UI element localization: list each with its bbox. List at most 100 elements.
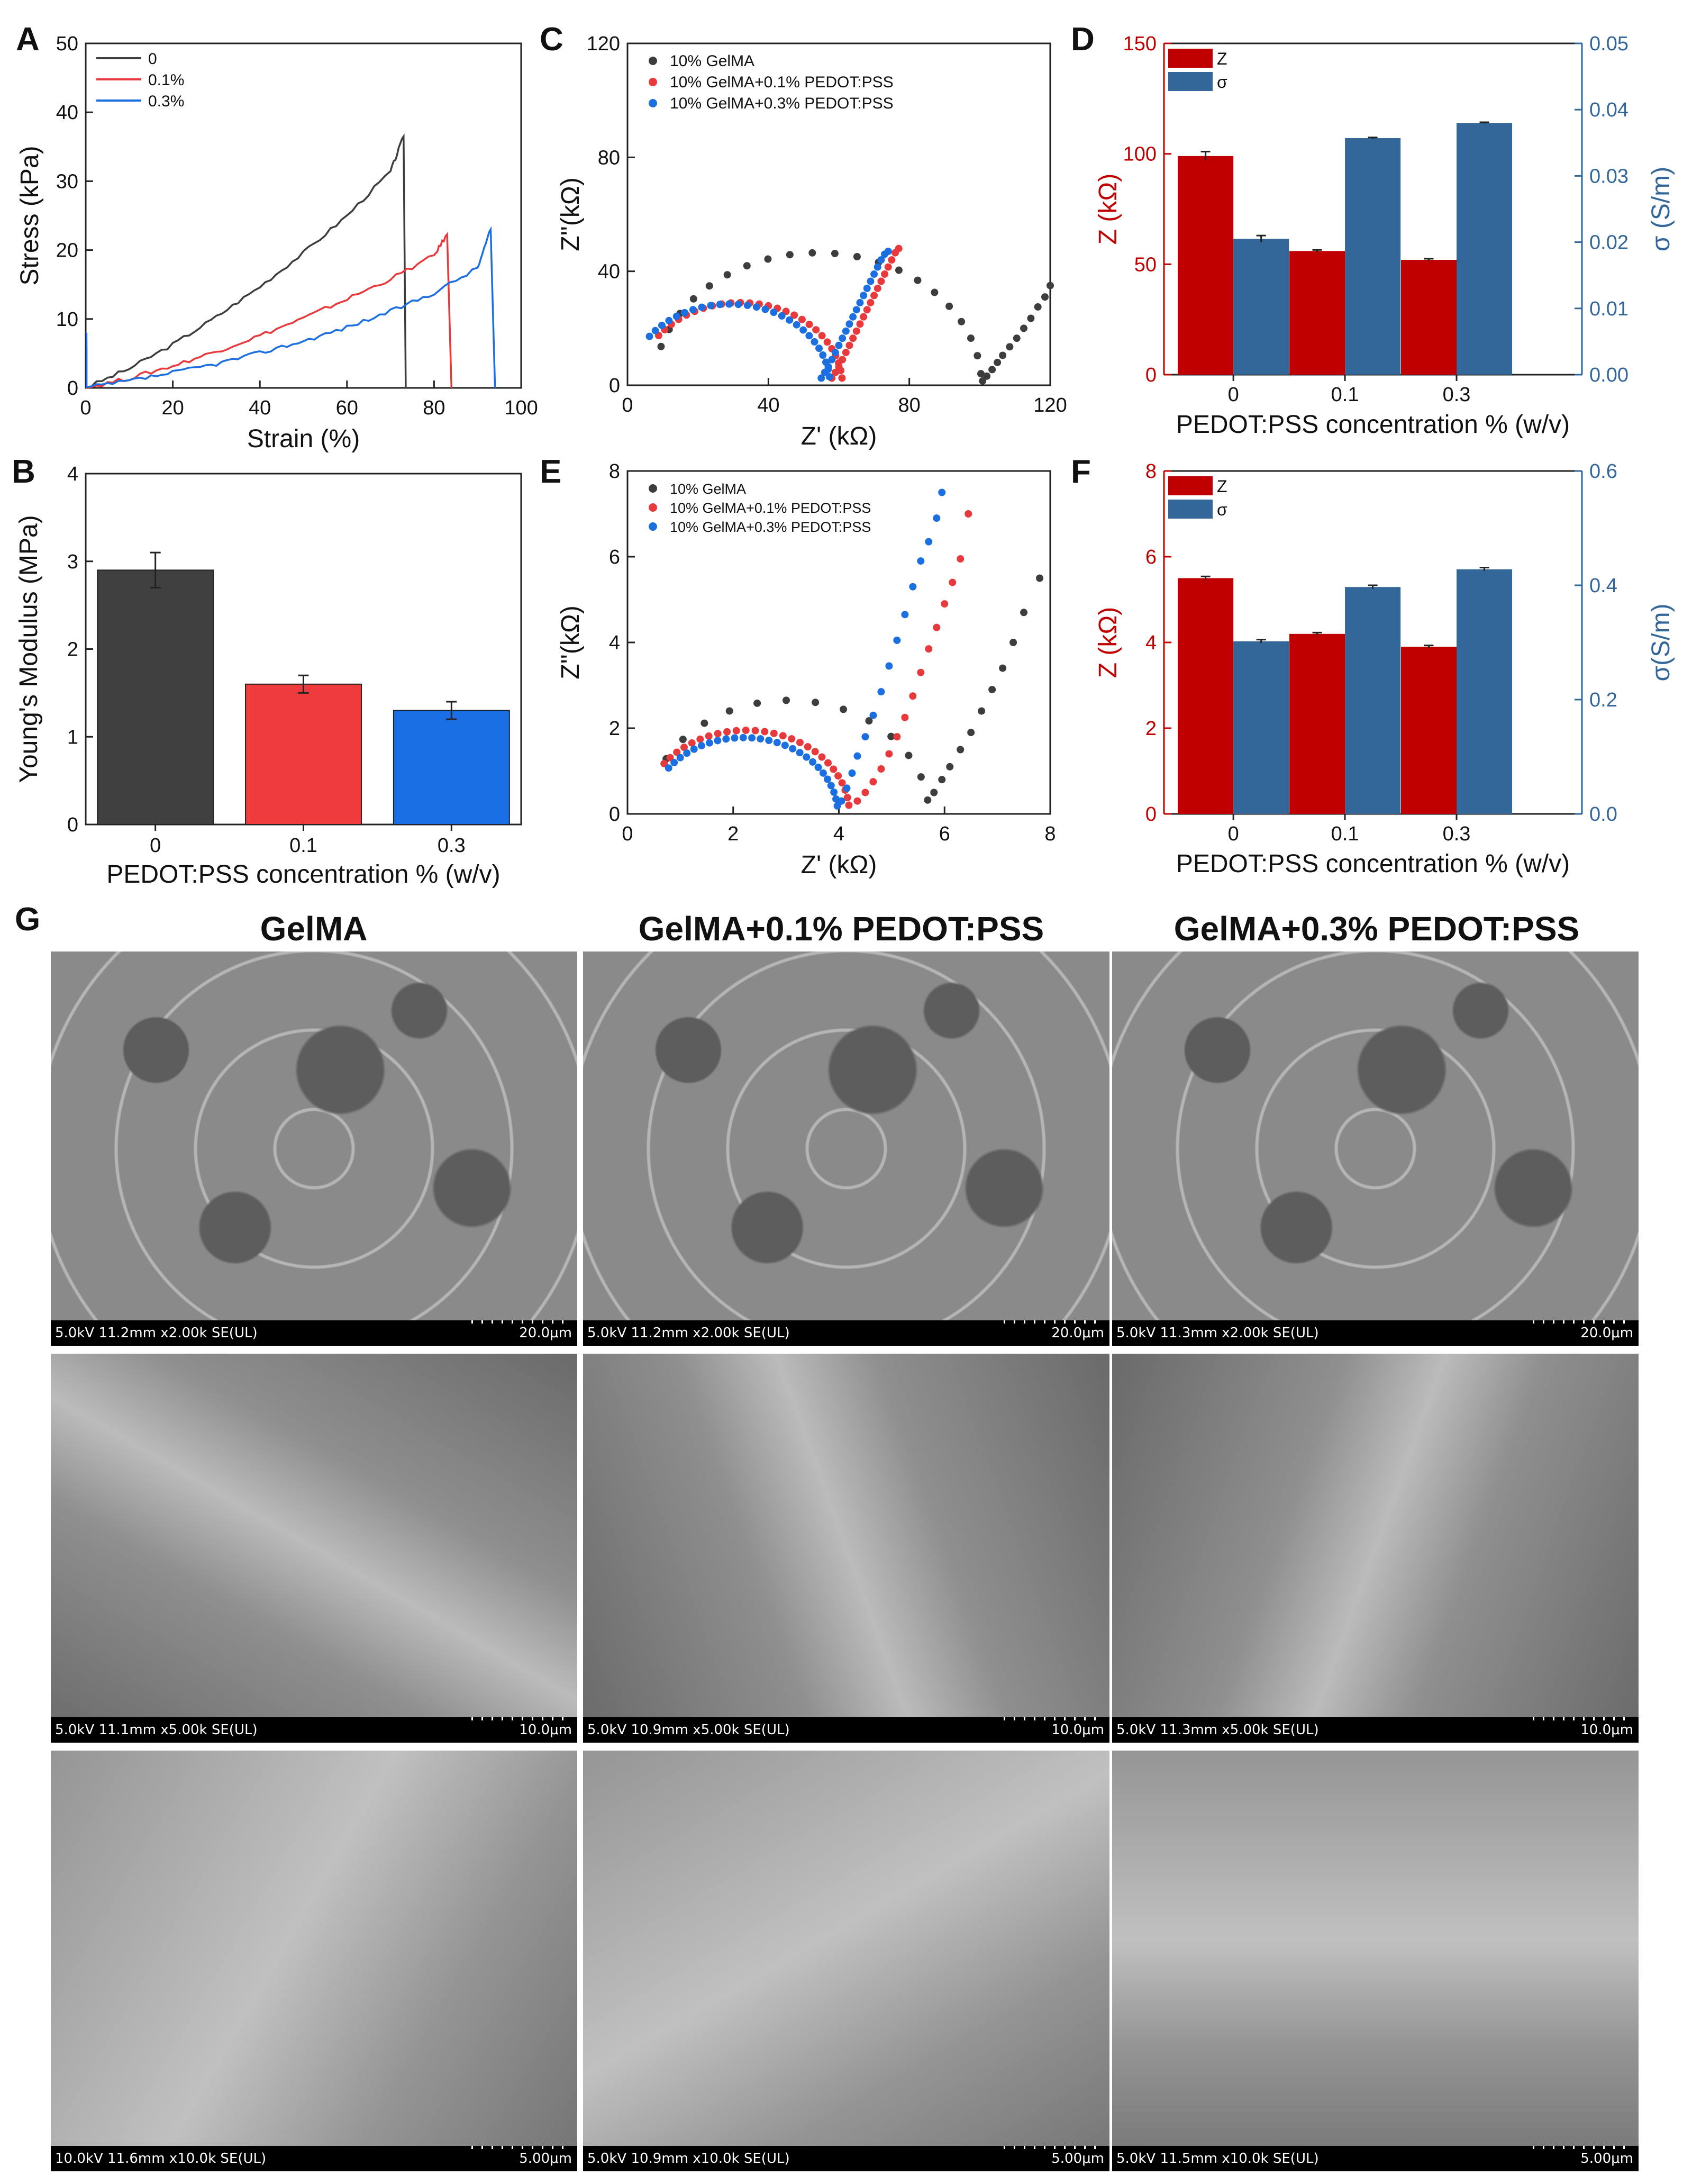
sem-info-bar: 5.0kV 10.9mm x5.00k SE(UL) 10.0μm bbox=[583, 1717, 1109, 1743]
y-tick-label: 2 bbox=[67, 639, 78, 661]
sem-scale-text: 10.0μm bbox=[1580, 1722, 1633, 1738]
sem-image: 5.0kV 10.9mm x10.0k SE(UL) 5.00μm bbox=[583, 1751, 1109, 2171]
data-point bbox=[824, 363, 832, 371]
data-point bbox=[778, 312, 786, 320]
data-point bbox=[670, 759, 678, 767]
data-point bbox=[716, 301, 724, 309]
sem-info-text: 5.0kV 11.5mm x10.0k SE(UL) bbox=[1116, 2151, 1319, 2167]
data-point bbox=[819, 351, 827, 359]
data-point bbox=[979, 377, 987, 385]
x-tick-label: 120 bbox=[1033, 394, 1067, 416]
bar-Z-0.1 bbox=[1289, 633, 1345, 814]
y-right-tick-label: 0.03 bbox=[1589, 165, 1629, 187]
data-point bbox=[796, 739, 804, 747]
sem-image: 5.0kV 11.2mm x2.00k SE(UL) 20.0μm bbox=[583, 951, 1109, 1346]
bar-σ-0 bbox=[1233, 239, 1289, 375]
y-right-tick-label: 0.01 bbox=[1589, 298, 1629, 320]
sem-info-text: 5.0kV 11.2mm x2.00k SE(UL) bbox=[55, 1325, 258, 1341]
data-point bbox=[752, 303, 760, 311]
legend-label: 10% GelMA+0.3% PEDOT:PSS bbox=[670, 95, 894, 112]
bar-σ-0.3 bbox=[1457, 569, 1513, 814]
data-point bbox=[1036, 574, 1044, 582]
data-point bbox=[833, 802, 841, 810]
data-point bbox=[863, 306, 871, 314]
data-point bbox=[957, 555, 965, 563]
data-point bbox=[888, 256, 896, 264]
y-tick-label: 0 bbox=[67, 814, 78, 836]
data-point bbox=[705, 732, 713, 740]
data-point bbox=[742, 727, 750, 735]
data-point bbox=[1013, 334, 1021, 342]
data-point bbox=[931, 288, 939, 296]
y-tick-label: 2 bbox=[609, 718, 620, 740]
x-tick-label: 80 bbox=[423, 397, 445, 419]
data-point bbox=[823, 338, 831, 346]
data-point bbox=[905, 751, 913, 759]
sem-column-title: GelMA+0.3% PEDOT:PSS bbox=[1173, 910, 1580, 948]
curve-0.1% bbox=[85, 231, 453, 389]
data-point bbox=[757, 735, 765, 743]
data-point bbox=[917, 773, 925, 781]
data-point bbox=[811, 748, 819, 756]
data-point bbox=[925, 538, 933, 546]
data-point bbox=[863, 284, 871, 292]
data-point bbox=[1047, 282, 1054, 289]
data-point bbox=[933, 623, 941, 631]
legend-label: 10% GelMA+0.1% PEDOT:PSS bbox=[670, 500, 871, 516]
x-tick-label: 0 bbox=[150, 835, 161, 857]
data-point bbox=[978, 707, 986, 715]
y-tick-label: 40 bbox=[56, 102, 78, 124]
data-point bbox=[812, 699, 820, 706]
x-tick-label: 0.3 bbox=[438, 835, 466, 857]
data-point bbox=[845, 801, 853, 809]
data-point bbox=[830, 765, 838, 773]
data-point bbox=[743, 302, 751, 310]
y-left-axis-label: Z (kΩ) bbox=[1094, 174, 1122, 245]
y-tick-label: 4 bbox=[609, 632, 620, 654]
x-tick-label: 6 bbox=[939, 823, 950, 845]
data-point bbox=[789, 745, 797, 753]
x-tick-label: 40 bbox=[757, 394, 779, 416]
data-point bbox=[884, 247, 892, 255]
panel-label-e: E bbox=[540, 454, 561, 490]
scale-ruler-icon bbox=[1004, 2146, 1104, 2149]
scale-ruler-icon bbox=[1533, 1717, 1633, 1720]
data-point bbox=[1020, 324, 1028, 332]
y-tick-label: 20 bbox=[56, 240, 78, 262]
data-point bbox=[957, 746, 965, 754]
sem-image: 5.0kV 11.5mm x10.0k SE(UL) 5.00μm bbox=[1112, 1751, 1639, 2171]
x-tick-label: 20 bbox=[161, 397, 184, 419]
data-point bbox=[743, 262, 751, 270]
x-axis-label: Z' (kΩ) bbox=[801, 422, 877, 450]
data-point bbox=[689, 295, 697, 303]
legend-label: Z bbox=[1217, 477, 1227, 496]
x-tick-label: 0 bbox=[80, 397, 91, 419]
panel-label-d: D bbox=[1071, 21, 1095, 58]
data-point bbox=[909, 692, 917, 700]
sem-info-bar: 5.0kV 11.3mm x2.00k SE(UL) 20.0μm bbox=[1112, 1320, 1639, 1346]
y-tick-label: 80 bbox=[598, 147, 620, 169]
data-point bbox=[688, 739, 696, 747]
data-point bbox=[988, 686, 996, 694]
data-point bbox=[765, 737, 773, 745]
sem-info-text: 5.0kV 11.3mm x5.00k SE(UL) bbox=[1116, 1722, 1319, 1738]
x-tick-label: 100 bbox=[504, 397, 538, 419]
curve-0 bbox=[85, 133, 407, 389]
data-point bbox=[860, 313, 868, 321]
legend-swatch bbox=[1168, 476, 1213, 495]
data-point bbox=[914, 276, 922, 284]
data-point bbox=[817, 374, 825, 382]
sem-image: 10.0kV 11.6mm x10.0k SE(UL) 5.00μm bbox=[51, 1751, 577, 2171]
legend-label: 0 bbox=[148, 50, 157, 68]
data-point bbox=[867, 298, 875, 306]
data-point bbox=[994, 358, 1002, 366]
data-point bbox=[874, 263, 881, 271]
y-left-tick-label: 150 bbox=[1123, 33, 1157, 55]
scale-ruler-icon bbox=[1004, 1717, 1104, 1720]
y-left-tick-label: 50 bbox=[1134, 253, 1157, 276]
data-point bbox=[725, 707, 733, 715]
scale-ruler-icon bbox=[1533, 1320, 1633, 1324]
data-point bbox=[933, 514, 941, 522]
data-point bbox=[739, 733, 747, 741]
data-point bbox=[893, 733, 901, 741]
